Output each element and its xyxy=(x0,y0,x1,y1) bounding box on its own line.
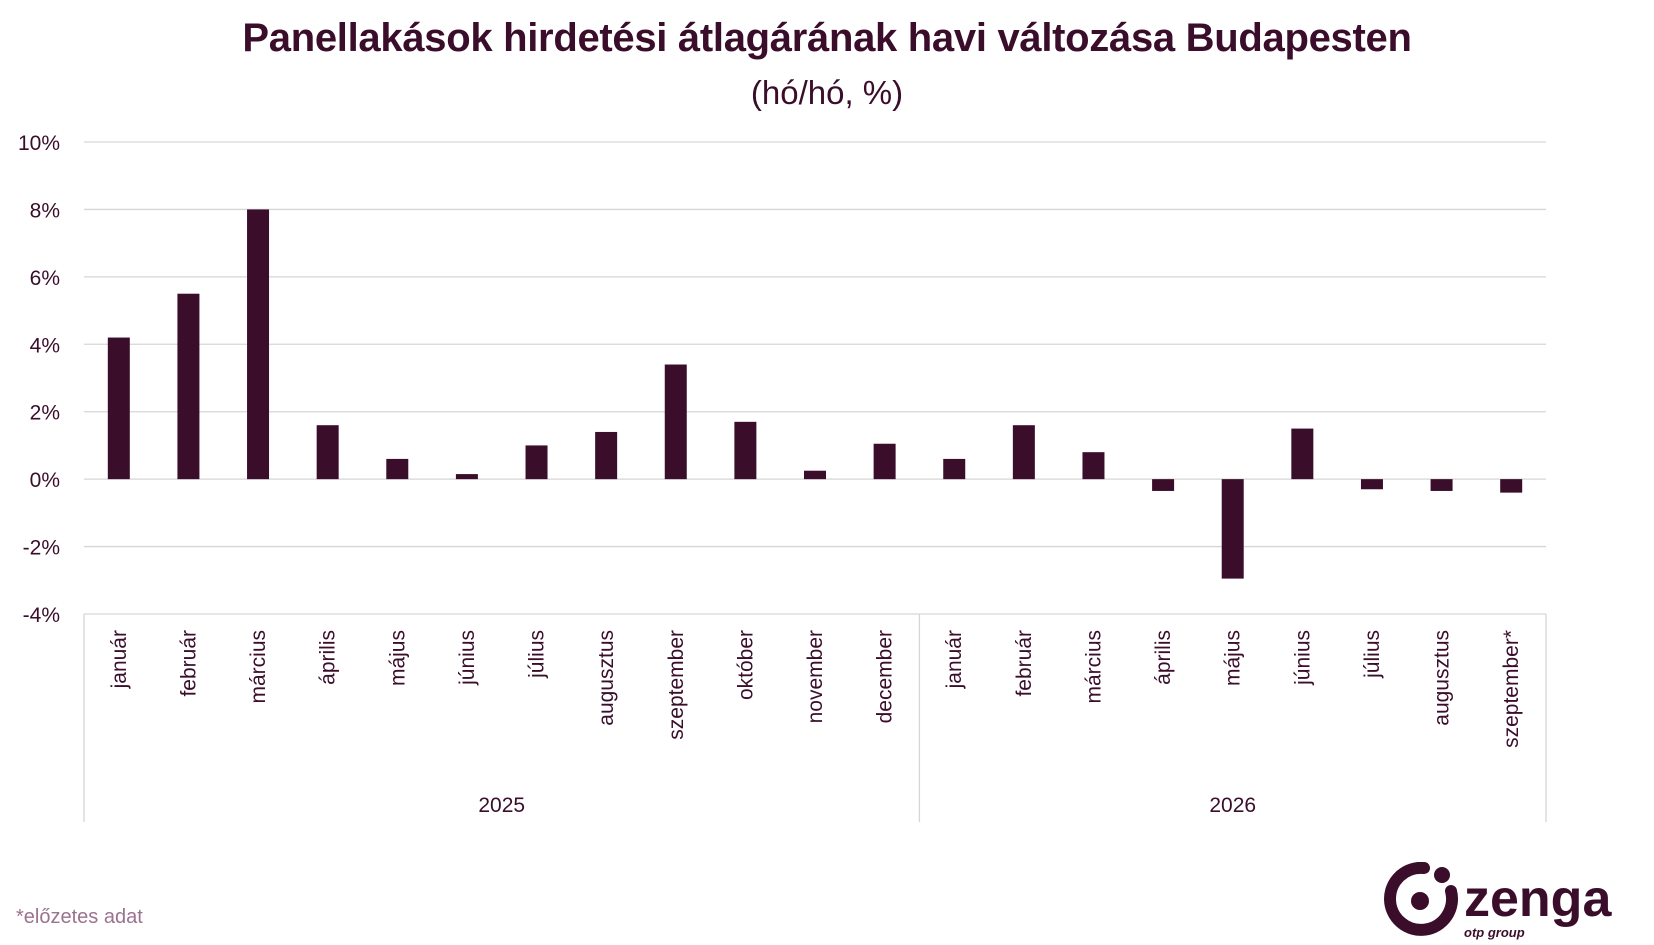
x-tick-label: június xyxy=(456,630,479,686)
bar xyxy=(177,293,200,480)
y-tick-label: 4% xyxy=(30,334,60,357)
x-axis-ticks: január február március április május június jú… xyxy=(108,630,1523,748)
bar xyxy=(316,425,339,480)
x-tick-label: október xyxy=(734,630,757,700)
bar xyxy=(943,458,966,480)
x-tick-label: május xyxy=(386,630,409,686)
x-tick-label: május xyxy=(1222,630,1245,686)
x-tick-label: február xyxy=(1013,630,1036,697)
x-tick-label: február xyxy=(177,630,200,697)
bar xyxy=(1500,479,1523,493)
year-groups: 2025 2026 xyxy=(83,614,1547,822)
bar xyxy=(595,431,618,480)
x-tick-label: november xyxy=(804,630,827,723)
y-tick-label: -2% xyxy=(23,537,60,560)
bar xyxy=(804,470,826,480)
bars xyxy=(107,209,1523,579)
x-tick-label: szeptember* xyxy=(1500,630,1523,748)
y-tick-label: -4% xyxy=(23,604,60,627)
gridlines xyxy=(84,141,1546,615)
x-tick-label: december xyxy=(874,630,897,723)
x-tick-label: július xyxy=(1361,630,1384,679)
x-tick-label: március xyxy=(247,630,270,704)
brand-name: zenga xyxy=(1464,870,1612,928)
y-tick-label: 2% xyxy=(30,402,60,425)
x-tick-label: június xyxy=(1291,630,1314,686)
x-tick-label: január xyxy=(108,630,131,689)
zenga-logo-mark-icon xyxy=(1384,862,1458,936)
bar xyxy=(1360,479,1383,490)
y-tick-label: 0% xyxy=(30,469,60,492)
x-tick-label: augusztus xyxy=(1431,630,1454,726)
x-tick-label: szeptember xyxy=(665,630,688,740)
bar xyxy=(1430,479,1453,491)
y-axis-ticks: -4% -2% 0% 2% 4% 6% 8% 10% xyxy=(18,132,60,627)
bar xyxy=(664,364,687,480)
chart-title: Panellakások hirdetési átlagárának havi … xyxy=(242,16,1412,60)
y-tick-label: 6% xyxy=(30,267,60,290)
x-tick-label: április xyxy=(317,630,340,685)
x-tick-label: augusztus xyxy=(595,630,618,726)
year-group-label: 2026 xyxy=(1209,794,1256,817)
bar xyxy=(455,474,478,480)
chart-subtitle: (hó/hó, %) xyxy=(750,74,904,111)
footnote: *előzetes adat xyxy=(16,906,143,928)
x-tick-label: július xyxy=(526,630,549,679)
bar xyxy=(1082,452,1105,480)
bar xyxy=(1221,479,1244,579)
bar xyxy=(247,209,270,480)
bar xyxy=(873,443,896,480)
bar xyxy=(1152,479,1175,491)
bar xyxy=(734,421,757,480)
x-tick-label: április xyxy=(1152,630,1175,685)
bar xyxy=(525,445,548,480)
x-tick-label: január xyxy=(943,630,966,689)
bar xyxy=(1012,425,1035,480)
year-group-label: 2025 xyxy=(478,794,525,817)
zenga-logo: zenga otp group xyxy=(1384,862,1612,940)
bar xyxy=(107,337,130,480)
y-tick-label: 10% xyxy=(18,132,60,155)
y-tick-label: 8% xyxy=(30,199,60,222)
bar xyxy=(1291,428,1314,480)
x-tick-label: március xyxy=(1082,630,1105,704)
bar xyxy=(386,458,409,480)
brand-sub: otp group xyxy=(1464,925,1525,940)
